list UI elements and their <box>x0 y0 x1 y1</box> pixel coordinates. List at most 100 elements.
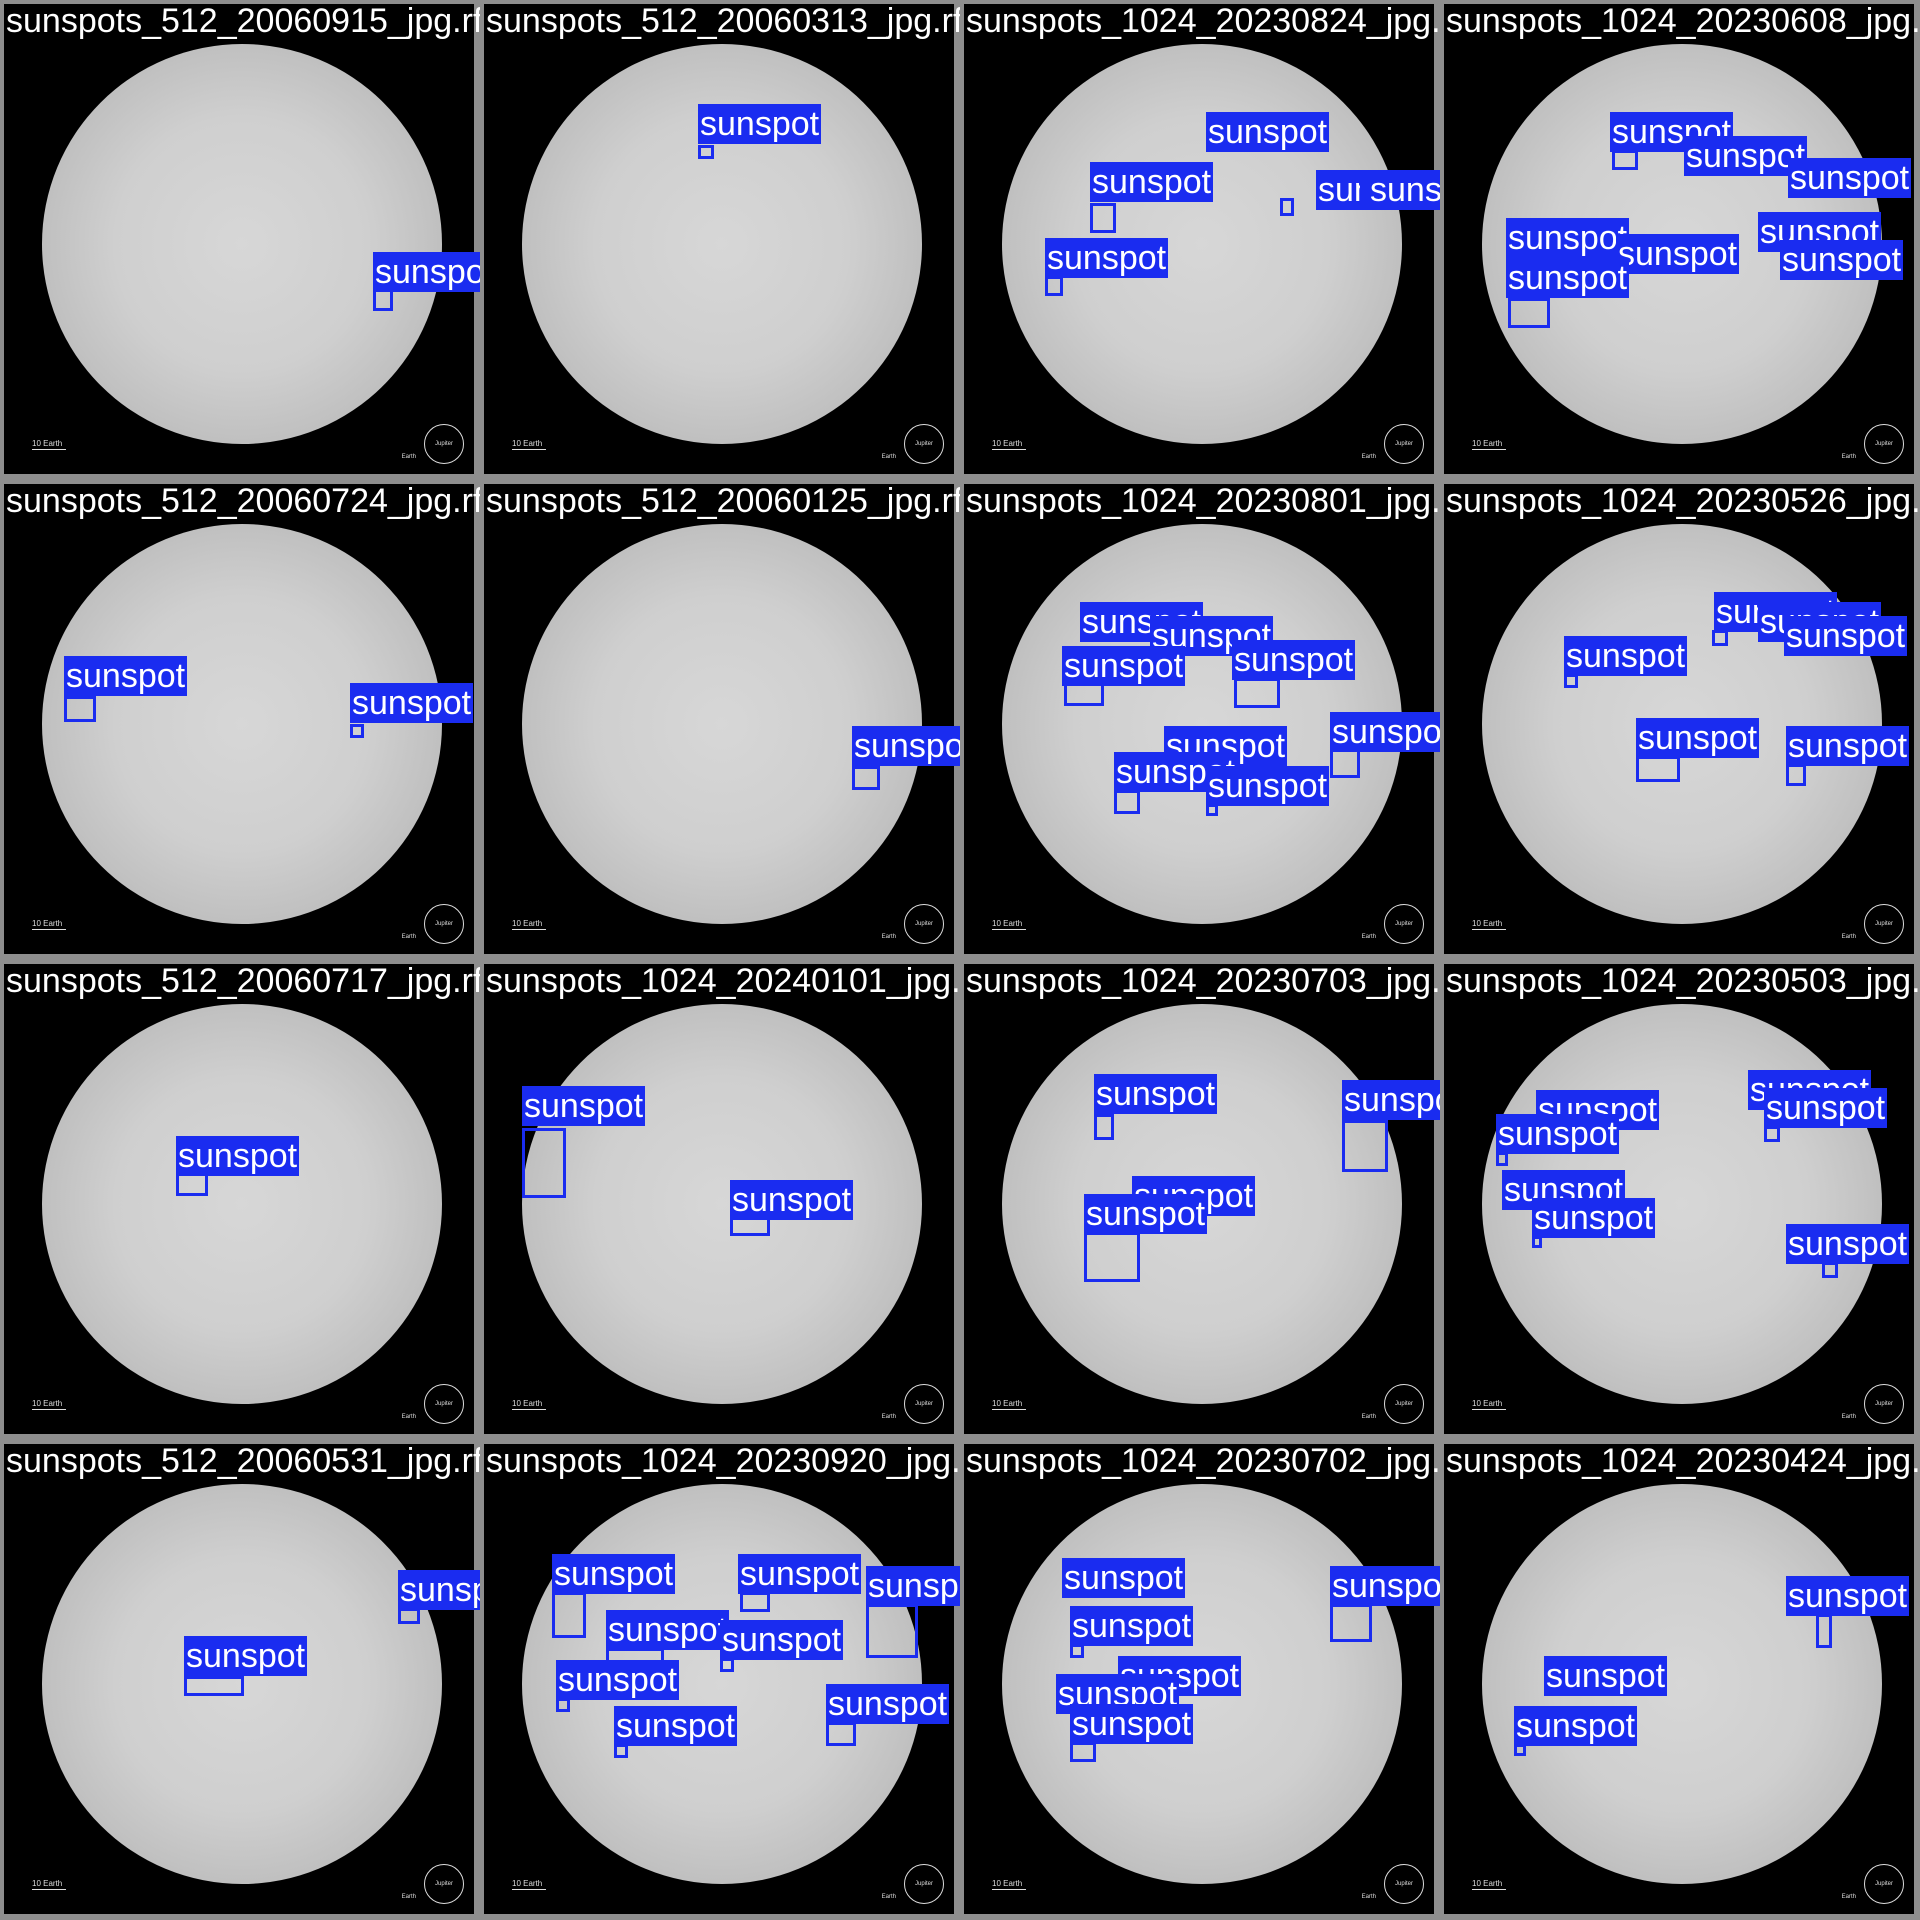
detection-box <box>1786 764 1806 786</box>
detection-box <box>1045 276 1063 296</box>
solar-image: 10 Earth Earth Jupiter <box>4 964 474 1434</box>
scale-text: 10 Earth <box>992 919 1027 930</box>
jupiter-text: Jupiter <box>424 1864 464 1904</box>
jupiter-text: Jupiter <box>1864 904 1904 944</box>
detection-label: sunspot <box>1496 1114 1620 1154</box>
detection-label: sunspot <box>1544 1656 1668 1696</box>
scale-text: 10 Earth <box>512 439 547 450</box>
earth-text: Earth <box>401 454 416 460</box>
tile-13: 10 Earth Earth Jupiter sunspots_512_2006… <box>0 1440 480 1920</box>
detection-label: sunspot <box>1062 1558 1186 1598</box>
detection-box <box>552 1592 586 1638</box>
jupiter-text: Jupiter <box>1864 1384 1904 1424</box>
detection-label: sunspot <box>866 1566 960 1606</box>
earth-text: Earth <box>881 1414 896 1420</box>
detection-box <box>1514 1744 1526 1756</box>
jupiter-text: Jupiter <box>424 1384 464 1424</box>
detection-label: sunspot <box>1360 170 1440 210</box>
detection-box <box>1206 804 1218 816</box>
detection-box <box>1114 790 1140 814</box>
detection-box <box>1070 1742 1096 1762</box>
jupiter-text: Jupiter <box>904 424 944 464</box>
detection-box <box>826 1722 856 1746</box>
jupiter-text: Jupiter <box>424 904 464 944</box>
detection-box <box>740 1592 770 1612</box>
earth-text: Earth <box>881 454 896 460</box>
detection-box <box>1064 682 1104 706</box>
detection-box <box>866 1604 918 1658</box>
detection-label: sunspot <box>826 1684 950 1724</box>
detection-label: sunspot <box>1206 766 1330 806</box>
earth-text: Earth <box>401 1894 416 1900</box>
tile-14: 10 Earth Earth Jupiter sunspots_1024_202… <box>480 1440 960 1920</box>
scale-text: 10 Earth <box>992 439 1027 450</box>
detection-label: sunspot <box>522 1086 646 1126</box>
solar-image: 10 Earth Earth Jupiter <box>1444 1444 1914 1914</box>
detection-label: sunspot <box>1330 712 1440 752</box>
scale-text: 10 Earth <box>32 919 67 930</box>
detection-box <box>1564 674 1578 688</box>
jupiter-text: Jupiter <box>424 424 464 464</box>
earth-text: Earth <box>881 1894 896 1900</box>
sun-disk <box>42 1004 442 1404</box>
solar-image: 10 Earth Earth Jupiter <box>4 4 474 474</box>
detection-label: sunspot <box>556 1660 680 1700</box>
scale-text: 10 Earth <box>992 1399 1027 1410</box>
earth-text: Earth <box>1361 934 1376 940</box>
tile-title: sunspots_1024_20230824_jpg.rf.9a411d4e <box>966 2 1440 40</box>
scale-text: 10 Earth <box>512 1399 547 1410</box>
tile-title: sunspots_512_20060717_jpg.rf.b087cde5963 <box>6 962 480 1000</box>
tile-title: sunspots_1024_20230608_jpg.rf.7a0ee72f2 <box>1446 2 1920 40</box>
earth-text: Earth <box>1361 454 1376 460</box>
detection-label: sunspot <box>1070 1704 1194 1744</box>
jupiter-text: Jupiter <box>1384 424 1424 464</box>
solar-image: 10 Earth Earth Jupiter <box>484 1444 954 1914</box>
detection-box <box>1712 630 1728 646</box>
detection-box <box>1234 678 1280 708</box>
detection-label: sunspot <box>1232 640 1356 680</box>
detection-label: sunspot <box>1206 112 1330 152</box>
jupiter-text: Jupiter <box>1384 904 1424 944</box>
sun-disk <box>42 524 442 924</box>
scale-text: 10 Earth <box>512 919 547 930</box>
tile-12: 10 Earth Earth Jupiter sunspots_1024_202… <box>1440 960 1920 1440</box>
detection-label: sunspot <box>730 1180 854 1220</box>
tile-15: 10 Earth Earth Jupiter sunspots_1024_202… <box>960 1440 1440 1920</box>
detection-label: sunspot <box>1330 1566 1440 1606</box>
detection-label: sunspot <box>1342 1080 1440 1120</box>
detection-box <box>852 766 880 790</box>
tile-title: sunspots_1024_20230801_jpg.rf.b1409624b <box>966 482 1440 520</box>
detection-label: sunspot <box>720 1620 844 1660</box>
tile-7: 10 Earth Earth Jupiter sunspots_1024_202… <box>960 480 1440 960</box>
detection-label: sunspot <box>1786 726 1910 766</box>
scale-text: 10 Earth <box>1472 439 1507 450</box>
detection-box <box>1330 748 1360 778</box>
tile-title: sunspots_512_20060125_jpg.rf.d8917a3f <box>486 482 960 520</box>
scale-text: 10 Earth <box>32 1879 67 1890</box>
tile-11: 10 Earth Earth Jupiter sunspots_1024_202… <box>960 960 1440 1440</box>
detection-label: sunspot <box>852 726 960 766</box>
detection-label: sunspot <box>1532 1198 1656 1238</box>
sun-disk <box>42 44 442 444</box>
tile-title: sunspots_1024_20230424_jpg.rf.8d9a12441 <box>1446 1442 1920 1480</box>
detection-box <box>1508 298 1550 328</box>
tile-3: 10 Earth Earth Jupiter sunspots_1024_202… <box>960 0 1440 480</box>
detection-label: sunspot <box>1094 1074 1218 1114</box>
detection-box <box>1330 1604 1372 1642</box>
detection-label: sunspot <box>398 1570 480 1610</box>
detection-label: sunspot <box>1564 636 1688 676</box>
detection-box <box>1280 198 1294 216</box>
detection-box <box>1612 150 1638 170</box>
detection-box <box>1764 1126 1780 1142</box>
detection-label: sunspot <box>614 1706 738 1746</box>
detection-label: sunspot <box>1784 616 1908 656</box>
detection-box <box>614 1744 628 1758</box>
detection-box <box>1094 1114 1114 1140</box>
solar-image: 10 Earth Earth Jupiter <box>964 4 1434 474</box>
tile-title: sunspots_1024_20230503_jpg.rf.c9e5794 <box>1446 962 1920 1000</box>
tile-5: 10 Earth Earth Jupiter sunspots_512_2006… <box>0 480 480 960</box>
detection-label: sunspot <box>738 1554 862 1594</box>
solar-image: 10 Earth Earth Jupiter <box>484 4 954 474</box>
detection-box <box>522 1128 566 1198</box>
detection-label: sunspot <box>698 104 822 144</box>
